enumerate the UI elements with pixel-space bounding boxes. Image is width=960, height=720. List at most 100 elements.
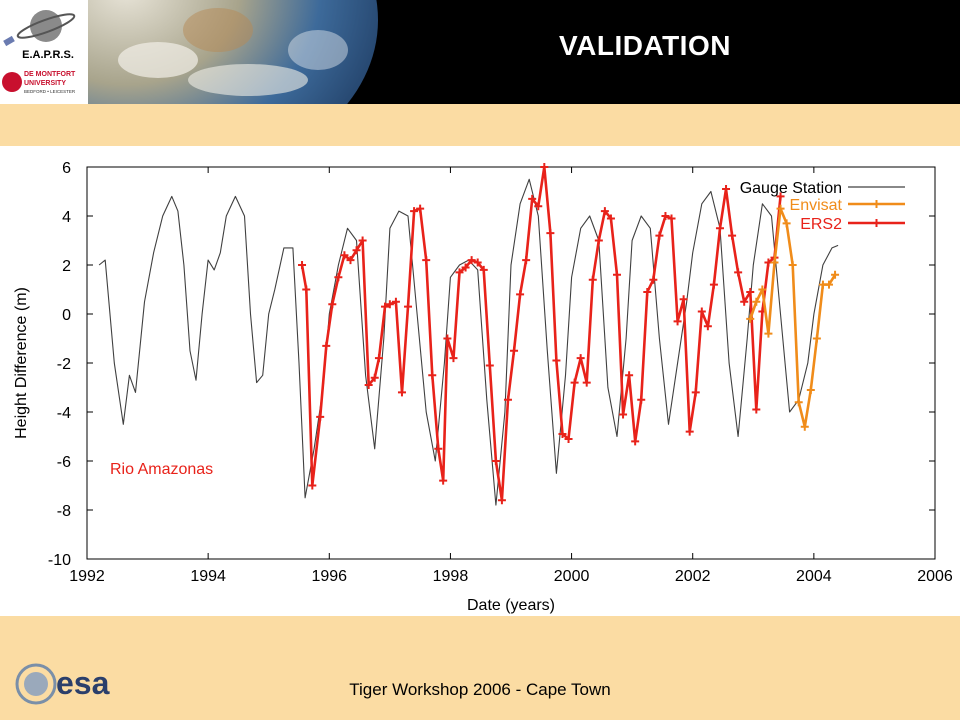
ers2-point <box>316 412 325 421</box>
ers2-point <box>619 410 628 419</box>
legend-label-gauge-station: Gauge Station <box>740 180 842 197</box>
envisat-point <box>758 285 767 294</box>
envisat-point <box>752 297 761 306</box>
university-line2: UNIVERSITY <box>24 80 66 87</box>
university-line3: BEDFORD • LEICESTER <box>24 89 76 94</box>
ers2-point <box>522 256 531 265</box>
ers2-point <box>528 194 537 203</box>
x-tick-label: 2000 <box>554 568 590 585</box>
ers2-point <box>473 258 482 267</box>
ers2-point <box>752 405 761 414</box>
x-tick-labels: 1992 1994 1996 1998 2000 2002 2004 2006 <box>69 568 953 585</box>
x-tick-label: 1994 <box>190 568 226 585</box>
x-tick-label: 1992 <box>69 568 105 585</box>
ers2-point <box>625 371 634 380</box>
ers2-point <box>558 430 567 439</box>
ers2-point <box>381 302 390 311</box>
rio-amazonas-annotation: Rio Amazonas <box>110 461 213 478</box>
ers2-point <box>588 275 597 284</box>
ers2-point <box>434 444 443 453</box>
ring-icon <box>16 13 76 39</box>
header-bar: E.A.P.R.S. DE MONTFORT UNIVERSITY BEDFOR… <box>0 0 960 104</box>
legend-marker-ers2 <box>872 219 881 227</box>
ers2-point <box>661 212 670 220</box>
ers2-point <box>397 388 406 397</box>
y-tick-label: 4 <box>62 209 71 226</box>
ers2-point <box>428 371 437 380</box>
ers2-point <box>416 204 425 213</box>
ers2-point <box>655 231 664 240</box>
envisat-point <box>812 334 821 343</box>
ers2-point <box>679 295 688 304</box>
dmu-crest-icon <box>2 72 22 92</box>
ers2-point <box>776 192 785 201</box>
envisat-point <box>776 204 785 213</box>
ers2-point <box>703 322 712 331</box>
legend-label-ers2: ERS2 <box>800 216 842 233</box>
envisat-point <box>782 219 791 228</box>
esa-globe-icon <box>24 672 48 696</box>
ers2-point <box>404 302 413 311</box>
eaprs-logo: E.A.P.R.S. DE MONTFORT UNIVERSITY BEDFOR… <box>2 10 76 94</box>
legend-label-envisat: Envisat <box>790 197 843 214</box>
ers2-point <box>516 290 525 299</box>
ers2-point <box>691 388 700 397</box>
ers2-point <box>564 434 573 443</box>
footer-text: Tiger Workshop 2006 - Cape Town <box>349 680 611 699</box>
header-band <box>0 104 960 146</box>
ers2-point <box>685 427 694 436</box>
ers2-line <box>300 165 782 502</box>
ers2-point <box>298 261 307 269</box>
ers2-point <box>667 214 676 223</box>
ers2-point <box>637 395 646 404</box>
ers2-point <box>461 263 470 272</box>
envisat-point <box>794 398 803 407</box>
ers2-point <box>455 268 464 277</box>
planet-icon <box>30 10 62 42</box>
logo-panel: E.A.P.R.S. DE MONTFORT UNIVERSITY BEDFOR… <box>0 0 88 104</box>
ers2-point <box>334 273 343 282</box>
ers2-point <box>540 163 549 171</box>
ers2-point <box>552 356 561 365</box>
footer-band <box>0 616 960 720</box>
ers2-point <box>709 280 718 289</box>
series-layer <box>98 163 840 506</box>
ers2-point <box>594 236 603 245</box>
envisat-point <box>825 280 833 289</box>
ers2-point <box>352 246 361 255</box>
ers2-point <box>643 287 652 296</box>
earth-image <box>88 0 380 104</box>
ers2-point <box>385 300 394 309</box>
satellite-icon <box>3 35 15 47</box>
ers2-point <box>631 437 640 446</box>
gauge-station-line <box>98 178 839 506</box>
x-axis-label: Date (years) <box>467 597 555 614</box>
ers2-point <box>649 275 658 284</box>
ers2-point <box>422 256 431 265</box>
ers2-point <box>613 270 621 279</box>
esa-logo: esa <box>15 663 110 705</box>
ers2-point <box>439 476 448 485</box>
y-axis-label: Height Difference (m) <box>13 287 30 439</box>
ers2-point <box>364 381 373 390</box>
ers2-point <box>582 378 591 387</box>
ers2-point <box>346 256 355 265</box>
ers2-point <box>302 285 311 294</box>
ers2-point <box>443 334 452 343</box>
envisat-point <box>831 270 840 279</box>
ers2-point <box>606 214 615 223</box>
ers2-point <box>410 207 419 216</box>
x-tick-label: 2002 <box>675 568 711 585</box>
ers2-point <box>728 231 737 240</box>
ers2-point <box>600 207 609 216</box>
envisat-point <box>800 422 809 431</box>
ers2-point <box>740 297 749 306</box>
y-tick-label: -8 <box>57 503 71 520</box>
envisat-point <box>770 258 779 267</box>
ers2-point <box>546 229 555 238</box>
ers2-point <box>322 341 331 350</box>
ers2-point <box>697 307 706 316</box>
esa-orbit-icon <box>15 663 57 705</box>
x-tick-label: 1996 <box>311 568 347 585</box>
